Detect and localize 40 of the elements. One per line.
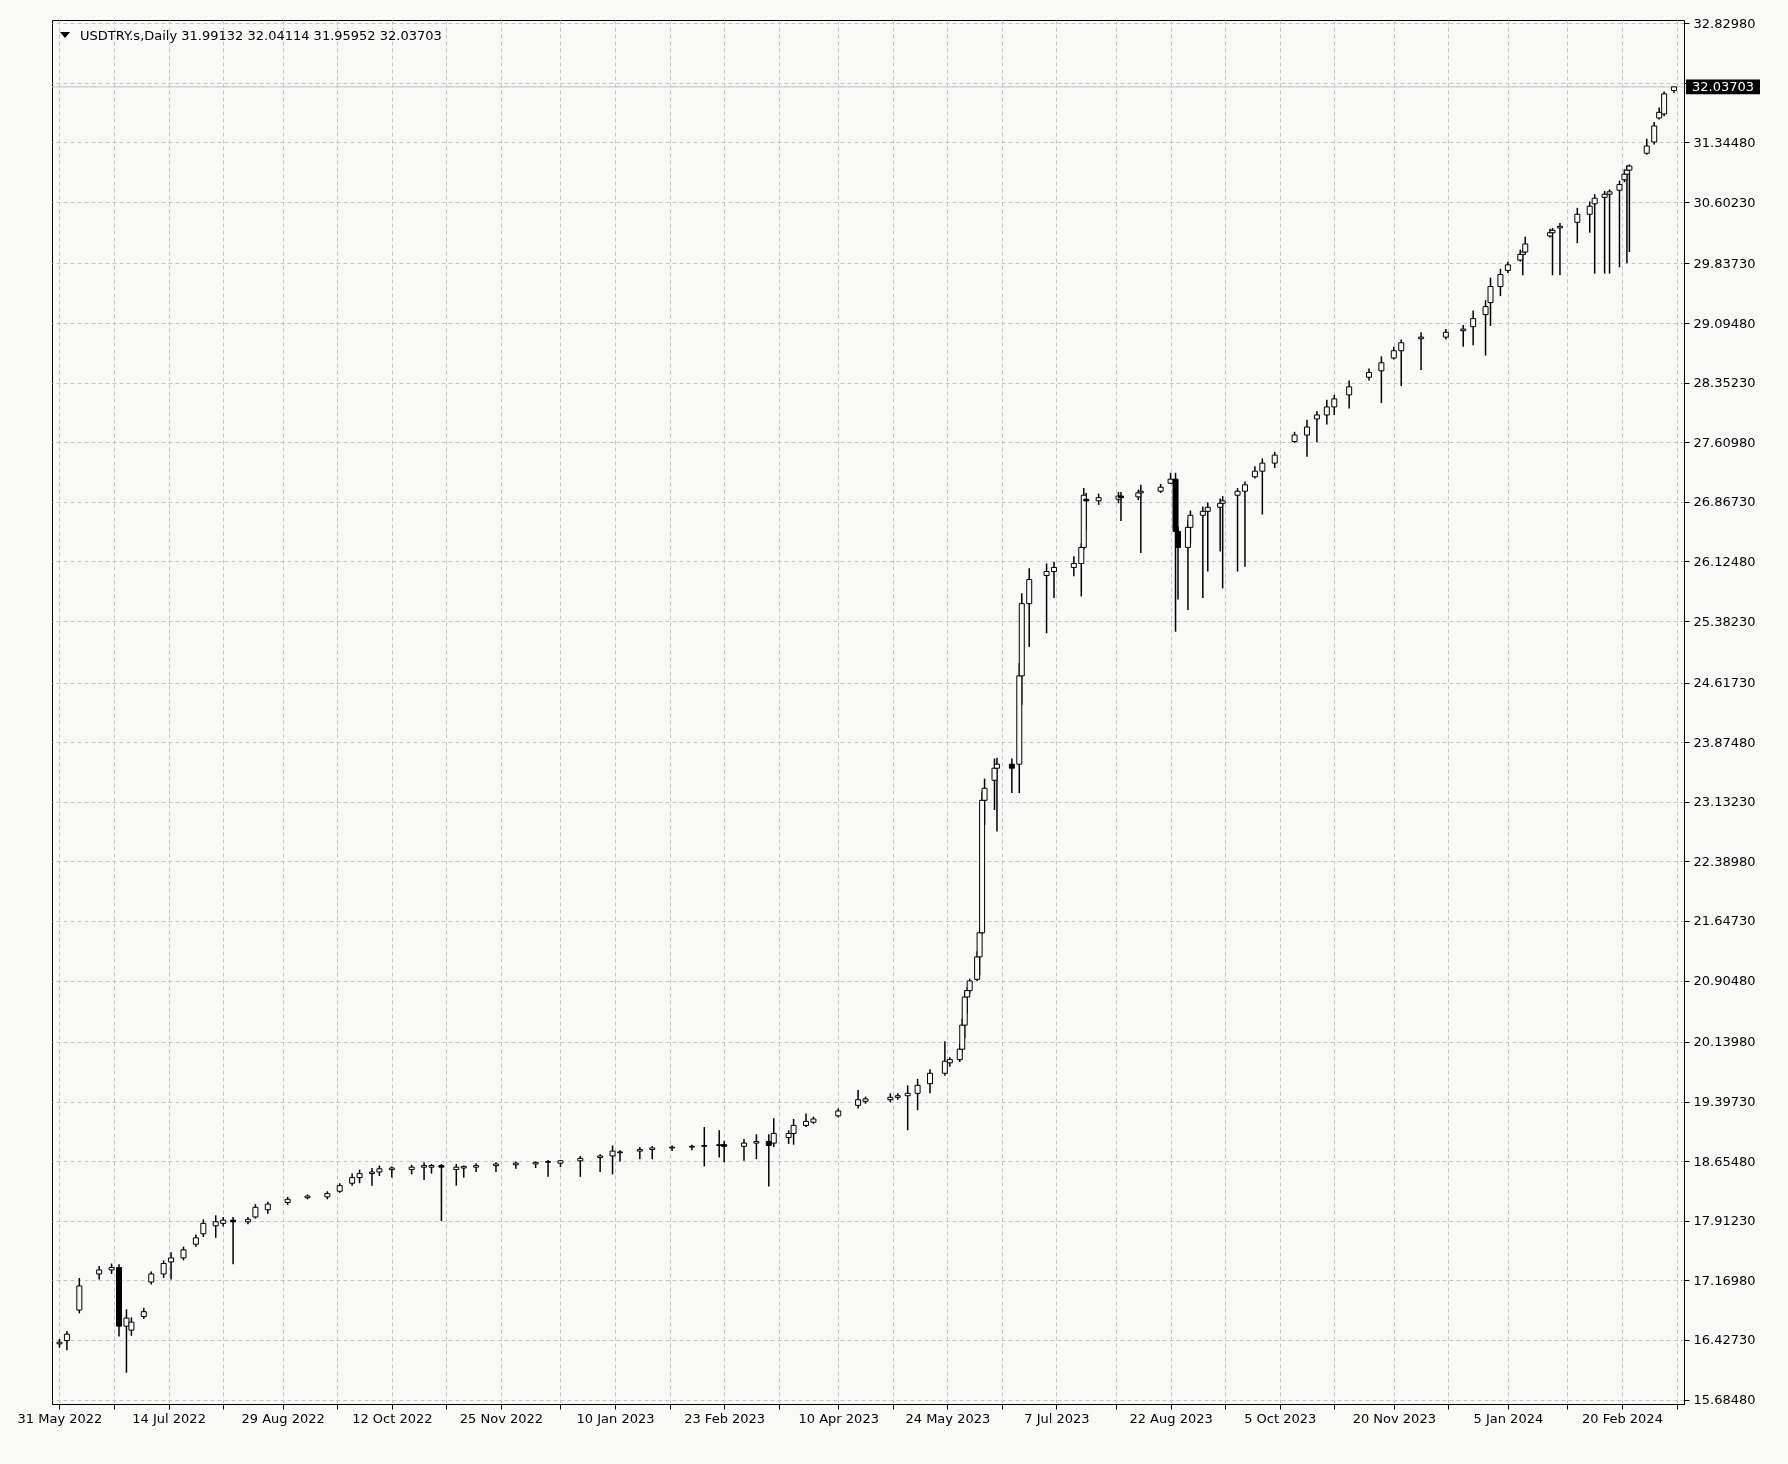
y-tick-label: 25.38230 — [1693, 613, 1756, 629]
y-tick-label: 23.87480 — [1693, 734, 1756, 750]
y-tick-label: 21.64730 — [1693, 913, 1756, 929]
y-tick-label: 17.16980 — [1693, 1272, 1756, 1288]
y-tick-label: 26.12480 — [1693, 553, 1756, 569]
x-tick-label: 5 Oct 2023 — [1244, 1410, 1317, 1426]
y-tick-label: 30.60230 — [1693, 194, 1756, 210]
y-tick-label: 18.65480 — [1693, 1153, 1756, 1169]
x-tick-label: 5 Jan 2024 — [1473, 1410, 1544, 1426]
y-tick-label: 29.83730 — [1693, 255, 1756, 271]
x-tick-label: 31 May 2022 — [17, 1410, 103, 1426]
y-tick-label: 26.86730 — [1693, 494, 1756, 510]
x-tick-label: 23 Feb 2023 — [684, 1410, 766, 1426]
y-tick-label: 17.91230 — [1693, 1213, 1756, 1229]
y-tick-label: 15.68480 — [1693, 1392, 1756, 1408]
y-tick-label: 23.13230 — [1693, 794, 1756, 810]
x-tick-label: 24 May 2023 — [905, 1410, 991, 1426]
x-tick-label: 7 Jul 2023 — [1024, 1410, 1090, 1426]
x-tick-label: 14 Jul 2022 — [132, 1410, 206, 1426]
x-tick-label: 29 Aug 2022 — [241, 1410, 325, 1426]
y-tick-label: 28.35230 — [1693, 375, 1756, 391]
y-tick-label: 22.38980 — [1693, 853, 1756, 869]
x-tick-label: 22 Aug 2023 — [1129, 1410, 1213, 1426]
y-tick-label: 20.13980 — [1693, 1034, 1756, 1050]
x-tick-label: 20 Nov 2023 — [1352, 1410, 1436, 1426]
x-tick-label: 20 Feb 2024 — [1582, 1410, 1663, 1426]
x-tick-label: 10 Apr 2023 — [798, 1410, 879, 1426]
y-tick-label: 29.09480 — [1693, 315, 1756, 331]
y-tick-label: 19.39730 — [1693, 1094, 1756, 1110]
y-tick-label: 24.61730 — [1693, 675, 1756, 691]
y-tick-label: 20.90480 — [1693, 973, 1756, 989]
y-tick-label: 27.60980 — [1693, 434, 1756, 450]
ref-line-label: 32.03703 — [1691, 78, 1755, 94]
y-tick-label: 32.82980 — [1693, 15, 1756, 31]
text: USDTRY.s,Daily 31.99132 32.04114 31.95952 32.03703 — [80, 28, 442, 44]
x-tick-label: 25 Nov 2022 — [459, 1410, 544, 1426]
y-tick-label: 31.34480 — [1693, 134, 1756, 150]
x-tick-label: 12 Oct 2022 — [352, 1410, 433, 1426]
x-tick-label: 10 Jan 2023 — [576, 1410, 655, 1426]
y-tick-label: 16.42730 — [1693, 1332, 1756, 1348]
